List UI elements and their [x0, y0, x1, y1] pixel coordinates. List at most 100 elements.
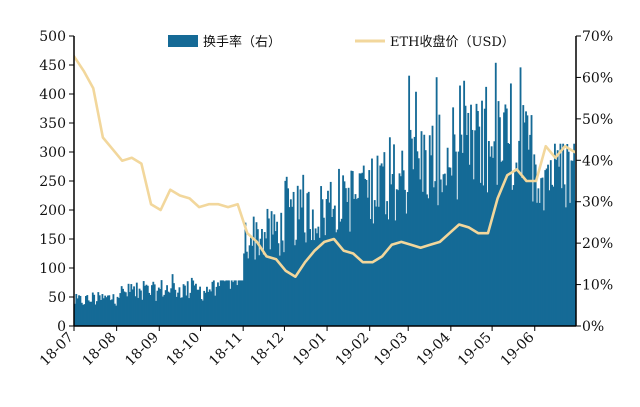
turnover-bar — [104, 295, 107, 326]
turnover-bar — [457, 151, 460, 326]
turnover-bar — [514, 169, 516, 326]
legend: 换手率（右） ETH收盘价（USD） — [168, 34, 515, 50]
turnover-bar — [130, 284, 133, 326]
turnover-bar — [547, 164, 549, 326]
turnover-bar — [152, 281, 155, 326]
turnover-bar — [368, 170, 371, 326]
turnover-bar — [281, 240, 284, 326]
turnover-bar — [201, 300, 204, 326]
turnover-bar — [365, 179, 368, 326]
turnover-bar — [479, 182, 482, 326]
turnover-bar — [556, 150, 559, 326]
turnover-bar — [123, 291, 126, 326]
left-tick-label: 400 — [39, 87, 66, 103]
turnover-bar — [115, 305, 118, 326]
turnover-bar — [379, 165, 382, 326]
turnover-bar — [419, 179, 422, 326]
turnover-bar — [412, 169, 415, 326]
turnover-bar — [269, 249, 272, 326]
turnover-bar — [496, 184, 499, 326]
turnover-bar — [324, 235, 327, 326]
turnover-bar — [377, 206, 380, 326]
turnover-bar — [410, 138, 413, 326]
turnover-bar — [155, 300, 157, 326]
turnover-bar — [328, 202, 331, 326]
turnover-bar — [199, 286, 201, 326]
turnover-bar — [536, 202, 538, 326]
turnover-bar — [105, 297, 108, 326]
turnover-bar — [256, 229, 259, 326]
turnover-bar — [486, 192, 489, 326]
turnover-bar — [229, 288, 232, 326]
turnover-bar — [86, 295, 89, 326]
turnover-bar — [267, 218, 270, 326]
turnover-bar — [404, 189, 406, 326]
turnover-bar — [434, 181, 437, 326]
turnover-bar — [313, 240, 316, 326]
left-tick-label: 150 — [39, 232, 66, 248]
turnover-bar — [294, 245, 296, 326]
turnover-bar — [395, 189, 398, 326]
turnover-bar — [505, 108, 508, 326]
turnover-bar — [85, 296, 87, 326]
price-line-layer — [74, 55, 576, 278]
turnover-bar — [478, 126, 481, 326]
turnover-bar — [96, 301, 98, 326]
left-tick-label: 200 — [39, 203, 66, 219]
turnover-bar — [520, 177, 523, 326]
turnover-bar — [148, 292, 151, 326]
turnover-bar — [101, 294, 104, 326]
turnover-bar — [343, 181, 346, 326]
turnover-bar — [560, 188, 563, 326]
turnover-bar — [93, 294, 96, 326]
turnover-bar — [369, 219, 372, 326]
turnover-bar — [321, 199, 324, 326]
turnover-bar — [507, 143, 510, 326]
turnover-bar — [166, 285, 168, 326]
x-tick-label: 18-12 — [247, 330, 287, 370]
turnover-bar — [212, 280, 215, 326]
turnover-bar — [325, 199, 328, 326]
turnover-bar — [408, 75, 411, 326]
turnover-bar — [112, 294, 115, 326]
turnover-bar — [288, 207, 291, 326]
turnover-bar — [555, 159, 558, 326]
turnover-bar — [100, 299, 102, 326]
turnover-bar — [353, 198, 356, 326]
turnover-bar — [179, 297, 182, 326]
turnover-bar — [218, 286, 221, 326]
turnover-bar — [527, 149, 530, 326]
turnover-bar — [485, 86, 488, 326]
turnover-bar — [91, 292, 94, 326]
turnover-bar — [178, 287, 181, 326]
turnover-bar — [409, 129, 412, 326]
right-tick-label: 60% — [582, 70, 613, 86]
turnover-bar — [283, 252, 285, 326]
turnover-bar — [182, 284, 185, 326]
turnover-bar — [131, 289, 134, 326]
turnover-bar — [438, 114, 441, 326]
turnover-bar — [445, 185, 448, 326]
turnover-bar — [357, 197, 360, 326]
turnover-bar — [94, 304, 97, 326]
turnover-bar — [228, 280, 230, 326]
turnover-bar — [401, 150, 404, 326]
turnover-bar — [196, 289, 199, 326]
turnover-bar — [350, 170, 353, 326]
turnover-bar — [442, 174, 445, 326]
turnover-bar — [431, 125, 434, 326]
turnover-bar — [500, 161, 503, 326]
turnover-bar — [314, 228, 317, 326]
turnover-bar — [351, 171, 354, 326]
left-tick-label: 350 — [39, 116, 66, 132]
turnover-bar — [184, 285, 186, 326]
x-tick-label: 19-04 — [414, 329, 454, 369]
turnover-bar — [571, 160, 574, 326]
turnover-bar — [332, 208, 335, 326]
turnover-bar — [210, 291, 212, 326]
turnover-bar — [331, 217, 334, 326]
legend-swatch-turnover — [168, 35, 198, 47]
x-tick-label: 18-09 — [122, 330, 162, 370]
